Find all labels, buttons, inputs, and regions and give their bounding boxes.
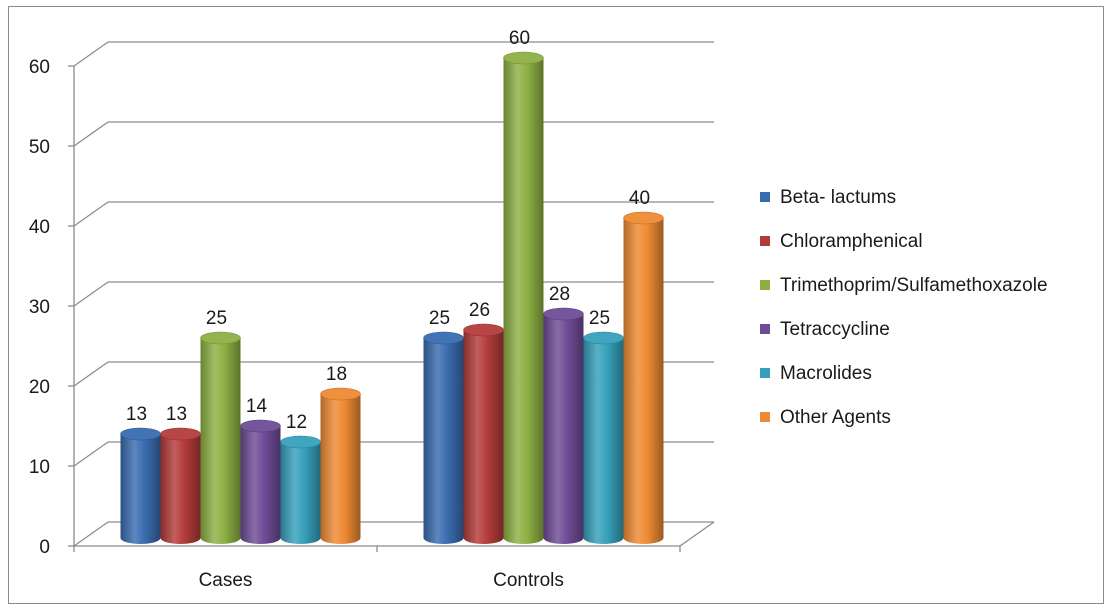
bar-top (240, 419, 281, 433)
data-label: 60 (509, 28, 530, 49)
bar-top (423, 331, 464, 345)
legend-swatch (760, 324, 770, 334)
x-tick-label: Cases (199, 570, 253, 591)
bar (320, 394, 361, 544)
bar-top (160, 427, 201, 441)
legend-label: Tetraccycline (780, 319, 890, 340)
legend-swatch (760, 192, 770, 202)
bar-top (503, 51, 544, 65)
bar (160, 434, 201, 544)
floor-side-edge (679, 521, 715, 547)
bar-top (463, 323, 504, 337)
bar (463, 330, 504, 544)
data-label: 28 (549, 284, 570, 305)
y-tick-label: 10 (29, 457, 50, 478)
y-tick-label: 0 (39, 537, 50, 558)
data-label: 25 (206, 308, 227, 329)
data-label: 26 (469, 300, 490, 321)
data-label: 25 (589, 308, 610, 329)
gridline-diagonal (73, 361, 109, 387)
bar (423, 338, 464, 544)
legend-label: Macrolides (780, 363, 872, 384)
legend-label: Trimethoprim/Sulfamethoxazole (780, 275, 1048, 296)
gridline-diagonal (73, 41, 109, 67)
legend-label: Other Agents (780, 407, 891, 428)
bar-top (200, 331, 241, 345)
bar (623, 218, 664, 544)
data-label: 13 (166, 404, 187, 425)
legend-swatch (760, 368, 770, 378)
bar-top (543, 307, 584, 321)
y-tick-label: 50 (29, 137, 50, 158)
gridline-diagonal (73, 521, 109, 547)
gridline-diagonal (73, 441, 109, 467)
data-label: 12 (286, 412, 307, 433)
bar (120, 434, 161, 544)
bar (583, 338, 624, 544)
x-tick-label: Controls (493, 570, 564, 591)
gridline-diagonal (73, 121, 109, 147)
legend-swatch (760, 412, 770, 422)
data-label: 13 (126, 404, 147, 425)
bar-top (583, 331, 624, 345)
bar-top (320, 387, 361, 401)
y-tick-label: 40 (29, 217, 50, 238)
bar (200, 338, 241, 544)
data-label: 18 (326, 364, 347, 385)
legend-swatch (760, 280, 770, 290)
bar-top (120, 427, 161, 441)
bar (240, 426, 281, 544)
legend-swatch (760, 236, 770, 246)
data-label: 14 (246, 396, 268, 417)
data-label: 25 (429, 308, 450, 329)
gridline-diagonal (73, 281, 109, 307)
bar (503, 58, 544, 544)
gridline-diagonal (73, 201, 109, 227)
y-tick-label: 60 (29, 57, 50, 78)
legend-label: Chloramphenical (780, 231, 923, 252)
y-tick-label: 30 (29, 297, 50, 318)
data-label: 40 (629, 188, 650, 209)
bar-top (280, 435, 321, 449)
bar (280, 442, 321, 544)
legend-label: Beta- lactums (780, 187, 897, 208)
y-tick-label: 20 (29, 377, 50, 398)
bar (543, 314, 584, 544)
bar-top (623, 211, 664, 225)
